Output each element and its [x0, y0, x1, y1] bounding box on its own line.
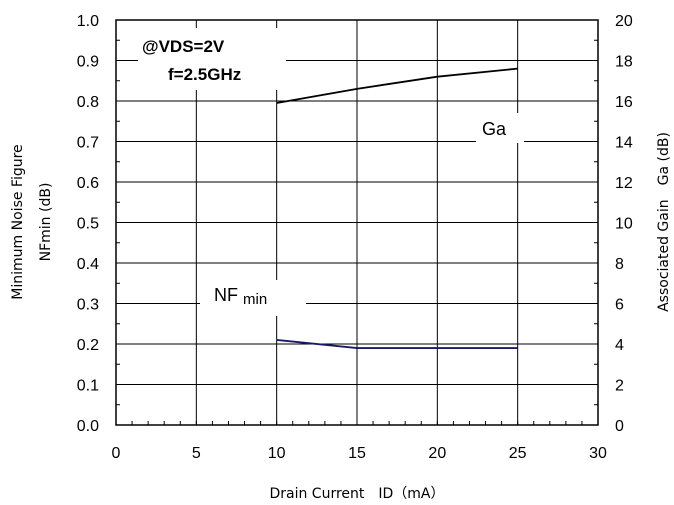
nfmin-series-line — [276, 339, 518, 349]
y-left-tick-label: 0.7 — [77, 135, 99, 152]
y-right-tick-label: 8 — [615, 256, 624, 273]
annotation-condition: @VDS=2V — [142, 37, 225, 56]
x-tick-label: 30 — [589, 445, 607, 462]
y-right-tick-label: 4 — [615, 337, 624, 354]
grid-lines — [116, 20, 598, 425]
x-tick-label: 0 — [112, 445, 121, 462]
y-left-tick-label: 0.5 — [77, 216, 99, 233]
annotation-frequency: f=2.5GHz — [168, 65, 241, 84]
x-tick-label: 5 — [192, 445, 201, 462]
y-right-tick-label: 0 — [615, 418, 624, 435]
annotation-background — [138, 28, 286, 90]
y-left-axis-title-line1: Minimum Noise Figure — [10, 144, 26, 299]
x-axis-title: Drain Current ID（mA） — [269, 486, 444, 502]
x-tick-label: 20 — [428, 445, 446, 462]
y-left-tick-label: 0.6 — [77, 175, 99, 192]
ga-label-background — [476, 113, 524, 143]
x-tick-label: 25 — [509, 445, 527, 462]
y-left-tick-label: 0.2 — [77, 337, 99, 354]
y-left-tick-label: 0.8 — [77, 94, 99, 111]
y-right-tick-label: 16 — [615, 94, 633, 111]
y-left-tick-label: 0.4 — [77, 256, 99, 273]
nfmin-series-label: NF min — [214, 285, 267, 308]
y-left-tick-label: 0.0 — [77, 418, 99, 435]
y-left-tick-label: 0.3 — [77, 297, 99, 314]
y-right-tick-label: 14 — [615, 135, 633, 152]
y-left-tick-label: 0.1 — [77, 378, 99, 395]
y-right-axis-title: Associated Gain Ga (dB) — [656, 132, 672, 312]
y-right-tick-label: 12 — [615, 175, 633, 192]
x-tick-label: 15 — [348, 445, 366, 462]
y-right-tick-label: 2 — [615, 378, 624, 395]
y-right-tick-label: 6 — [615, 297, 624, 314]
y-left-tick-labels: 0.0 0.1 0.2 0.3 0.4 0.5 0.6 0.7 0.8 0.9 1.0 — [77, 13, 99, 435]
nfmin-label-subscript: min — [243, 291, 267, 308]
y-right-tick-label: 20 — [615, 13, 633, 30]
nfmin-label-background — [200, 280, 306, 316]
x-tick-label: 10 — [268, 445, 286, 462]
nfmin-label-text: NF — [214, 285, 238, 305]
y-left-tick-label: 1.0 — [77, 13, 99, 30]
series-lines — [276, 67, 518, 349]
ga-series-label: Ga — [482, 119, 507, 139]
y-left-tick-label: 0.9 — [77, 54, 99, 71]
ga-series-line — [276, 67, 518, 104]
y-right-tick-label: 10 — [615, 216, 633, 233]
y-right-tick-labels: 0 2 4 6 8 10 12 14 16 18 20 — [615, 13, 633, 435]
minor-ticks — [115, 39, 599, 425]
y-right-tick-label: 18 — [615, 54, 633, 71]
y-left-axis-title-line2: NFmin (dB) — [38, 183, 54, 262]
x-tick-labels: 0 5 10 15 20 25 30 — [112, 445, 607, 462]
